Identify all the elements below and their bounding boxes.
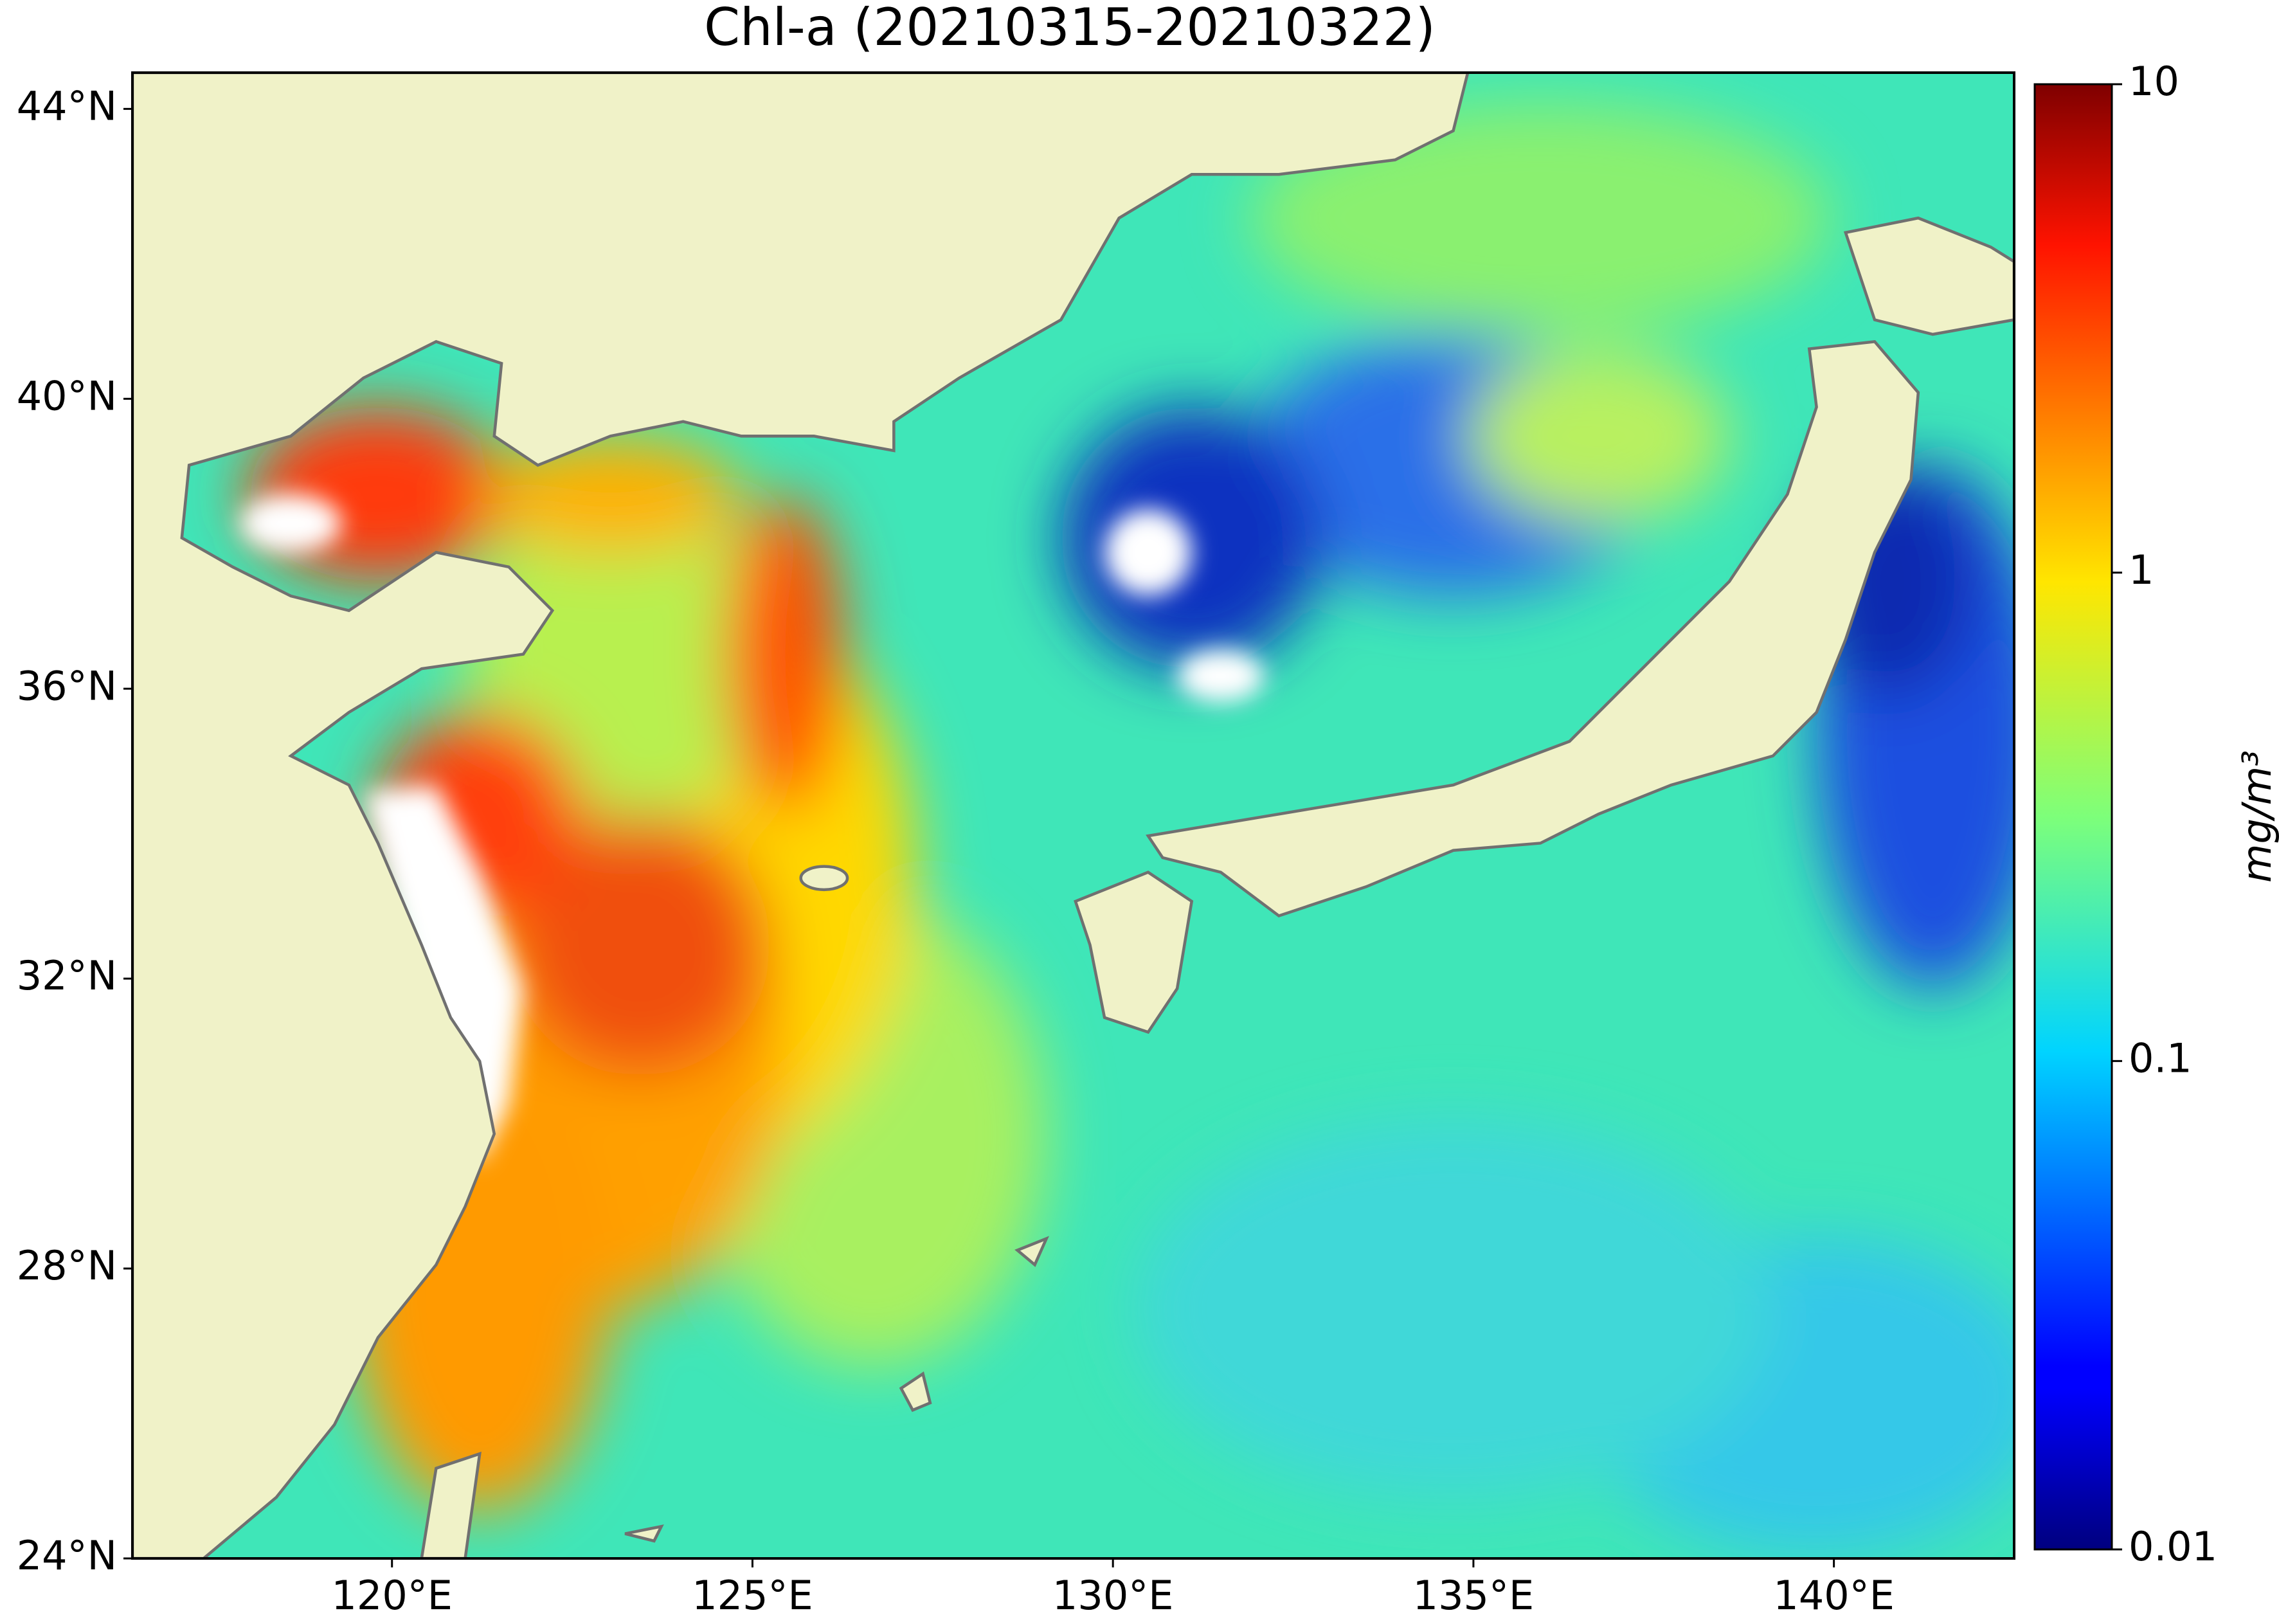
y-tick-label: 36°N bbox=[17, 662, 117, 709]
colorbar-tick-label: 1 bbox=[2129, 546, 2154, 593]
y-tick-label: 40°N bbox=[17, 372, 117, 419]
y-tick-label: 32°N bbox=[17, 952, 117, 999]
title: Chl-a (20210315-20210322) bbox=[704, 0, 1436, 57]
x-tick-label: 125°E bbox=[692, 1572, 813, 1619]
land bbox=[132, 73, 2014, 1558]
x-tick-label: 130°E bbox=[1052, 1572, 1174, 1619]
y-tick-label: 24°N bbox=[17, 1532, 117, 1579]
colorbar-tick-label: 10 bbox=[2129, 58, 2179, 105]
x-tick-label: 120°E bbox=[331, 1572, 453, 1619]
x-tick-label: 135°E bbox=[1413, 1572, 1535, 1619]
y-tick-label: 28°N bbox=[17, 1242, 117, 1289]
colorbar-tick-label: 0.01 bbox=[2129, 1523, 2217, 1570]
colorbar bbox=[2033, 83, 2113, 1551]
colorbar-label: mg/m³ bbox=[2233, 750, 2279, 883]
plot-frame bbox=[131, 71, 2015, 1560]
colorbar-tick-label: 0.1 bbox=[2129, 1034, 2192, 1081]
map-area bbox=[132, 73, 2014, 1558]
turbid-patches bbox=[240, 494, 1265, 1163]
x-tick-label: 140°E bbox=[1773, 1572, 1895, 1619]
y-tick-label: 44°N bbox=[17, 82, 117, 129]
